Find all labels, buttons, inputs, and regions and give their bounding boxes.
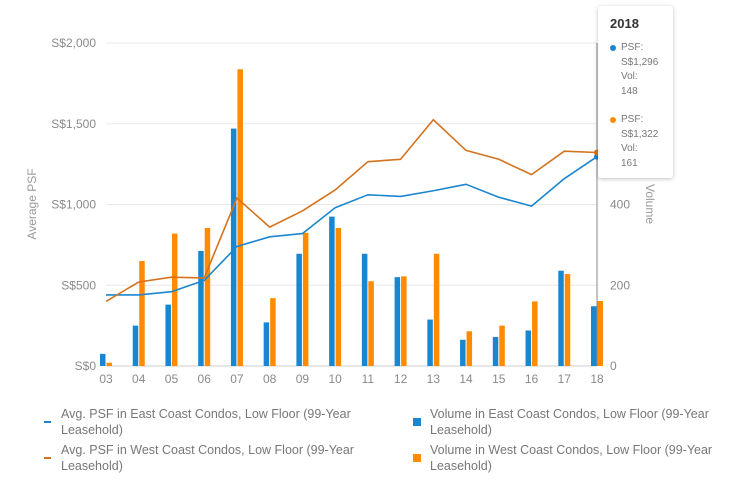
psf-lines[interactable]	[105, 118, 598, 303]
line-swatch-icon	[44, 421, 51, 423]
west-volume-bar[interactable]	[597, 300, 604, 366]
east-volume-bar[interactable]	[460, 339, 466, 366]
x-tick-label: 05	[165, 372, 179, 386]
line-swatch-icon	[44, 457, 51, 459]
east-volume-bar[interactable]	[492, 336, 499, 366]
y-right-tick-label: 0	[610, 359, 617, 373]
east-series-dot-icon	[610, 45, 616, 51]
west-volume-bar[interactable]	[466, 331, 473, 366]
legend-item-east-volume[interactable]: Volume in East Coast Condos, Low Floor (…	[413, 406, 730, 438]
tooltip-vol-label: Vol:	[621, 143, 638, 154]
y-left-tick-label: S$1,500	[51, 117, 96, 131]
west-volume-bar[interactable]	[499, 325, 505, 366]
x-tick-label: 11	[362, 372, 375, 386]
x-tick-label: 12	[394, 372, 408, 386]
x-tick-label: 09	[296, 372, 310, 386]
x-tick-labels: 03 04 05 06 07 08 09 10 11 12 13 14 15 16 17 18	[99, 372, 604, 386]
west-volume-bar[interactable]	[433, 253, 440, 366]
y-right-axis-title: Volume	[643, 184, 657, 224]
west-volume-bar[interactable]	[270, 298, 276, 366]
legend-item-east-psf[interactable]: Avg. PSF in East Coast Condos, Low Floor…	[44, 406, 361, 438]
east-volume-bar[interactable]	[394, 277, 401, 366]
east-volume-bar[interactable]	[525, 330, 532, 366]
y-left-tick-label: S$2,000	[51, 36, 96, 50]
west-volume-bar[interactable]	[401, 276, 407, 366]
x-tick-label: 03	[99, 372, 113, 386]
bar-swatch-icon	[413, 418, 421, 426]
x-tick-label: 04	[132, 372, 146, 386]
tooltip-psf-value: S$1,296	[621, 56, 659, 68]
x-tick-label: 14	[459, 372, 473, 386]
y-left-tick-label: S$0	[75, 359, 97, 373]
east-volume-bar[interactable]	[558, 270, 564, 366]
y-left-tick-label: S$500	[61, 278, 96, 292]
east-volume-bar[interactable]	[100, 353, 106, 366]
tooltip-entry-west: PSF: S$1,322 Vol: 161	[610, 113, 673, 171]
west-volume-bar[interactable]	[302, 232, 309, 366]
y-right-tick-label: 200	[610, 278, 630, 292]
tooltip-vol-label: Vol:	[621, 71, 638, 82]
x-tick-label: 13	[427, 372, 441, 386]
tooltip-psf-label: PSF:	[621, 42, 644, 53]
x-tick-label: 15	[492, 372, 506, 386]
volume-bars[interactable]	[100, 69, 604, 367]
x-tick-label: 17	[558, 372, 572, 386]
west-volume-bar[interactable]	[532, 301, 538, 366]
west-volume-bar[interactable]	[368, 281, 374, 366]
x-tick-label: 18	[590, 372, 604, 386]
y-left-tick-label: S$1,000	[51, 198, 96, 212]
east-volume-bar[interactable]	[329, 216, 335, 366]
x-tick-label: 07	[230, 372, 244, 386]
tooltip-psf-value: S$1,322	[621, 128, 659, 140]
y-right-tick-label: 400	[610, 198, 630, 212]
west-volume-bar[interactable]	[564, 273, 571, 366]
tooltip-vol-value: 161	[621, 157, 638, 169]
east-volume-bar[interactable]	[198, 250, 204, 366]
west-psf-line[interactable]	[105, 118, 598, 303]
east-volume-bar[interactable]	[230, 128, 237, 366]
x-tick-label: 08	[263, 372, 277, 386]
x-tick-label: 06	[198, 372, 212, 386]
legend-item-west-volume[interactable]: Volume in West Coast Condos, Low Floor (…	[413, 442, 730, 474]
legend-label: Avg. PSF in East Coast Condos, Low Floor…	[61, 407, 351, 437]
tooltip: 2018 PSF: S$1,296 Vol: 148 PSF: S$1,322 …	[598, 6, 673, 178]
east-volume-bar[interactable]	[296, 253, 302, 366]
east-volume-bar[interactable]	[427, 319, 433, 366]
legend-label: Avg. PSF in West Coast Condos, Low Floor…	[61, 443, 354, 473]
legend: Avg. PSF in East Coast Condos, Low Floor…	[0, 400, 732, 483]
east-volume-bar[interactable]	[165, 304, 171, 366]
west-series-dot-icon	[610, 117, 616, 123]
x-tick-label: 16	[525, 372, 539, 386]
tooltip-vol-value: 148	[621, 85, 638, 97]
legend-item-west-psf[interactable]: Avg. PSF in West Coast Condos, Low Floor…	[44, 442, 361, 474]
bar-swatch-icon	[413, 454, 421, 462]
y-left-tick-labels: S$0 S$500 S$1,000 S$1,500 S$2,000	[51, 36, 96, 373]
east-volume-bar[interactable]	[361, 253, 368, 366]
west-volume-bar[interactable]	[139, 261, 145, 366]
x-tick-label: 10	[328, 372, 342, 386]
tooltip-psf-label: PSF:	[621, 114, 644, 125]
east-psf-line[interactable]	[106, 156, 598, 296]
combo-chart: S$0 S$500 S$1,000 S$1,500 S$2,000 0 200 400 03…	[25, 36, 657, 386]
east-volume-bar[interactable]	[132, 325, 139, 366]
y-left-axis-title: Average PSF	[25, 168, 39, 239]
legend-label: Volume in West Coast Condos, Low Floor (…	[430, 443, 713, 473]
west-volume-bar[interactable]	[204, 227, 211, 366]
y-right-tick-labels: 0 200 400	[610, 198, 630, 374]
west-volume-bar[interactable]	[335, 227, 342, 366]
legend-label: Volume in East Coast Condos, Low Floor (…	[430, 407, 709, 437]
east-volume-bar[interactable]	[591, 306, 597, 366]
east-volume-bar[interactable]	[263, 322, 270, 366]
tooltip-title: 2018	[610, 16, 639, 31]
west-volume-bar[interactable]	[106, 362, 113, 366]
west-volume-bar[interactable]	[237, 69, 243, 367]
west-volume-bar[interactable]	[171, 233, 178, 366]
tooltip-entry-east: PSF: S$1,296 Vol: 148	[610, 41, 673, 99]
